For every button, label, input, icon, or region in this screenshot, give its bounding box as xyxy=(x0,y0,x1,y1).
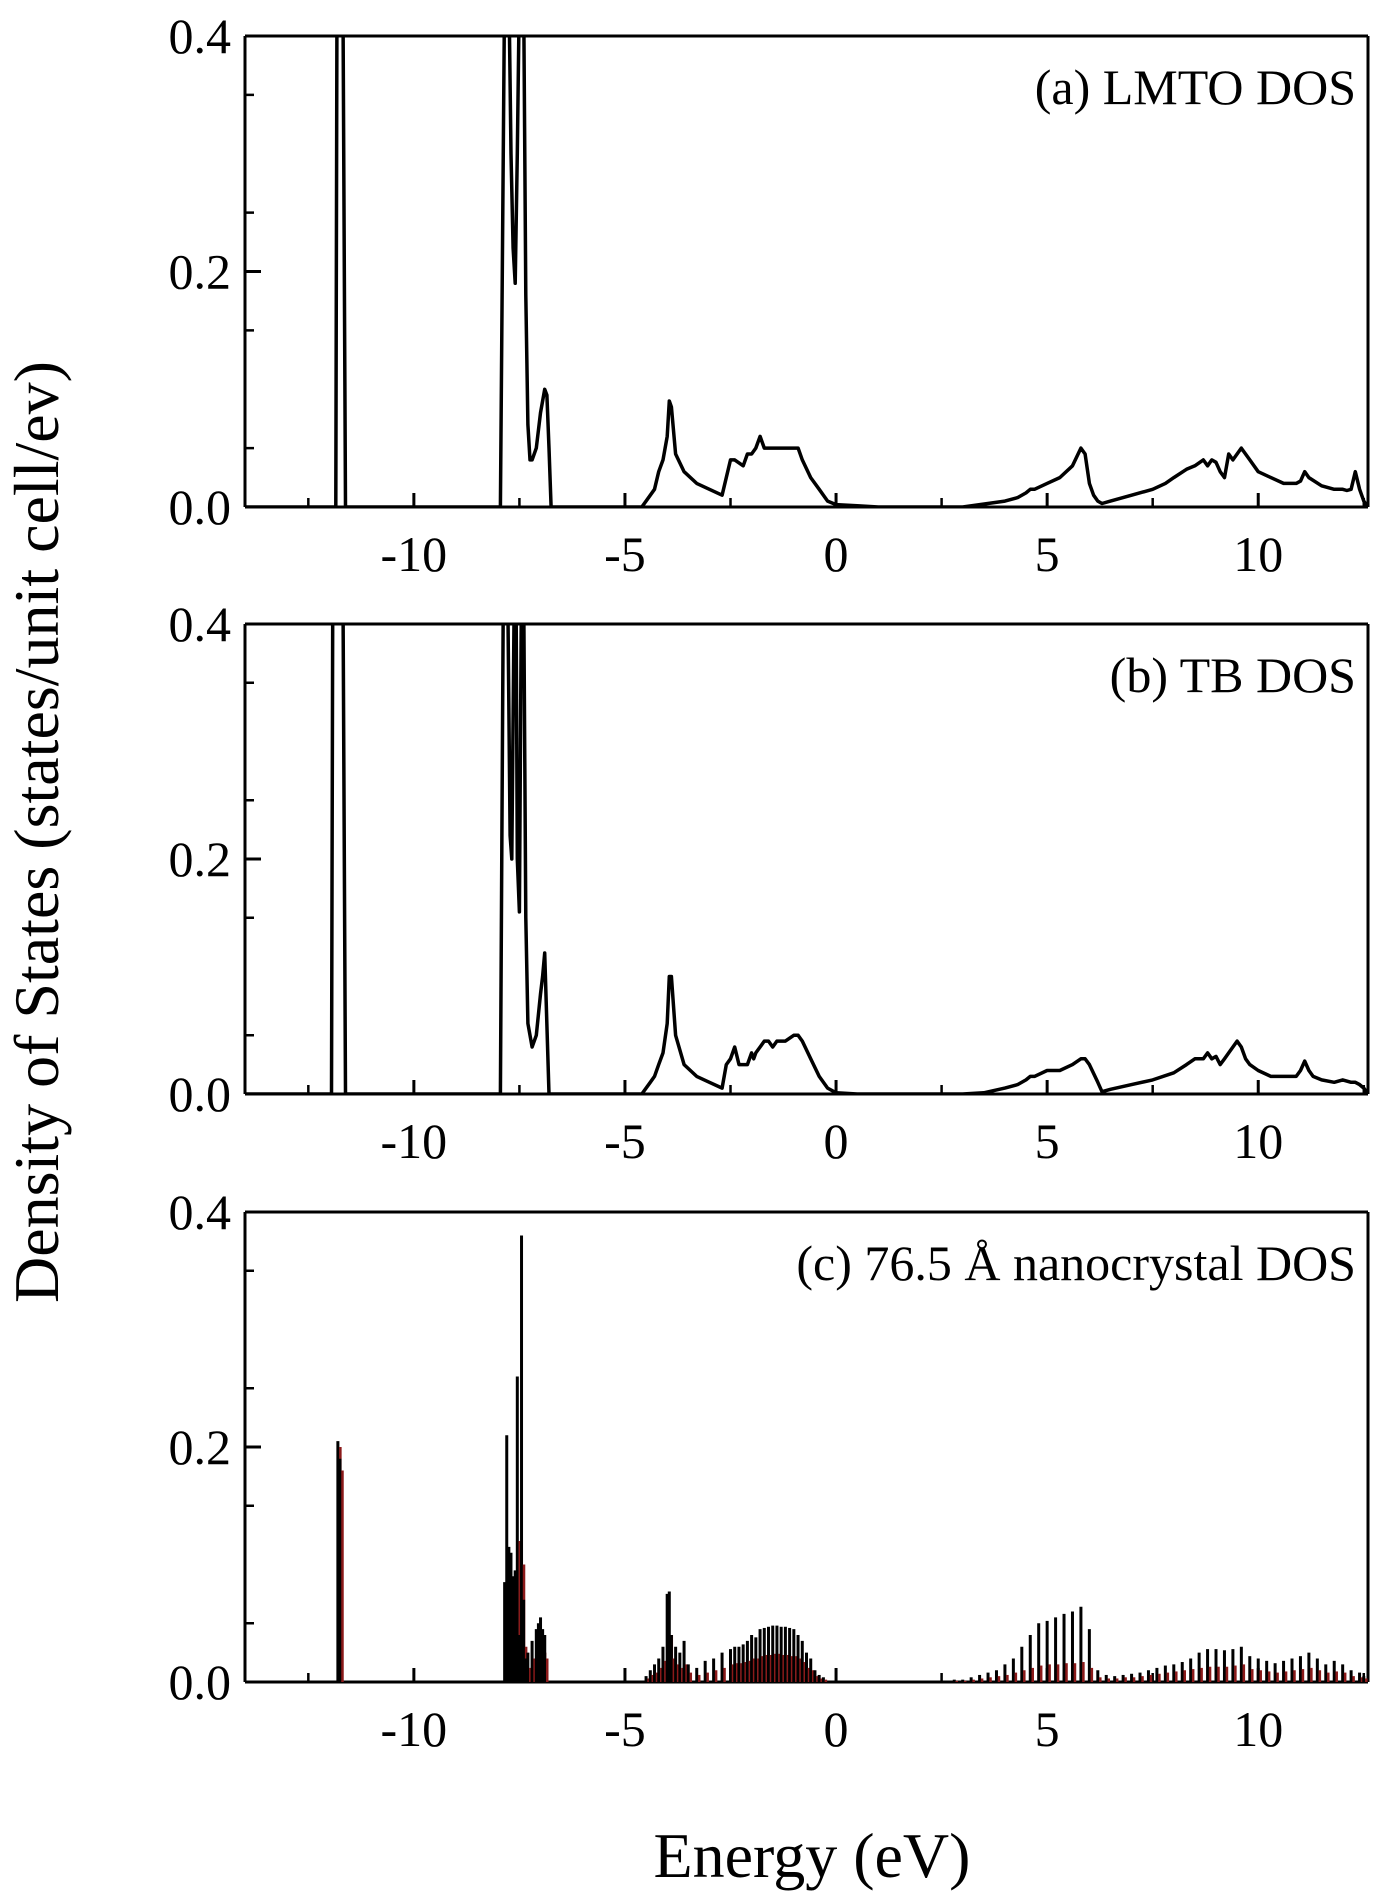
y-tick-label: 0.0 xyxy=(169,1654,232,1710)
dos-series-line xyxy=(245,624,1368,1094)
panel-label: (a) LMTO DOS xyxy=(1035,59,1356,115)
x-tick-label: 0 xyxy=(824,1113,849,1169)
x-tick-label: -5 xyxy=(604,1113,646,1169)
x-tick-label: -10 xyxy=(381,1701,448,1757)
x-tick-label: -5 xyxy=(604,1701,646,1757)
x-axis-title: Energy (eV) xyxy=(654,1820,971,1891)
panel-b: 0.0 0.2 0.4 -10 -5 0 5 10 (b) TB DOS xyxy=(169,596,1370,1169)
x-tick-label: 5 xyxy=(1035,526,1060,582)
x-tick-label: 0 xyxy=(824,526,849,582)
y-tick-label: 0.4 xyxy=(169,8,232,64)
x-tick-label: -10 xyxy=(381,1113,448,1169)
panel-c: 0.0 0.2 0.4 -10 -5 0 5 10 (c) 76.5 Å nanocrystal… xyxy=(169,1184,1370,1757)
y-tick-label: 0.0 xyxy=(169,1066,232,1122)
x-tick-label: 10 xyxy=(1233,526,1283,582)
y-axis-title: Density of States (states/unit cell/ev) xyxy=(1,361,72,1303)
y-tick-label: 0.2 xyxy=(169,244,232,300)
x-tick-label: 10 xyxy=(1233,1701,1283,1757)
x-tick-label: 5 xyxy=(1035,1113,1060,1169)
dos-series-line xyxy=(245,36,1368,507)
chart-panels: 0.0 0.2 0.4 -10 -5 0 5 10 (a) LMTO DOS 0.0 0.2 0.4 -… xyxy=(169,8,1370,1757)
x-tick-label: -5 xyxy=(604,526,646,582)
x-tick-label: 10 xyxy=(1233,1113,1283,1169)
panel-label: (b) TB DOS xyxy=(1110,647,1356,703)
y-tick-label: 0.0 xyxy=(169,479,232,535)
y-tick-label: 0.2 xyxy=(169,831,232,887)
panel-label: (c) 76.5 Å nanocrystal DOS xyxy=(796,1235,1356,1291)
y-tick-label: 0.2 xyxy=(169,1419,232,1475)
panel-a: 0.0 0.2 0.4 -10 -5 0 5 10 (a) LMTO DOS xyxy=(169,8,1370,582)
x-tick-label: 0 xyxy=(824,1701,849,1757)
y-tick-label: 0.4 xyxy=(169,596,232,652)
x-tick-label: -10 xyxy=(381,526,448,582)
y-tick-label: 0.4 xyxy=(169,1184,232,1240)
x-tick-label: 5 xyxy=(1035,1701,1060,1757)
